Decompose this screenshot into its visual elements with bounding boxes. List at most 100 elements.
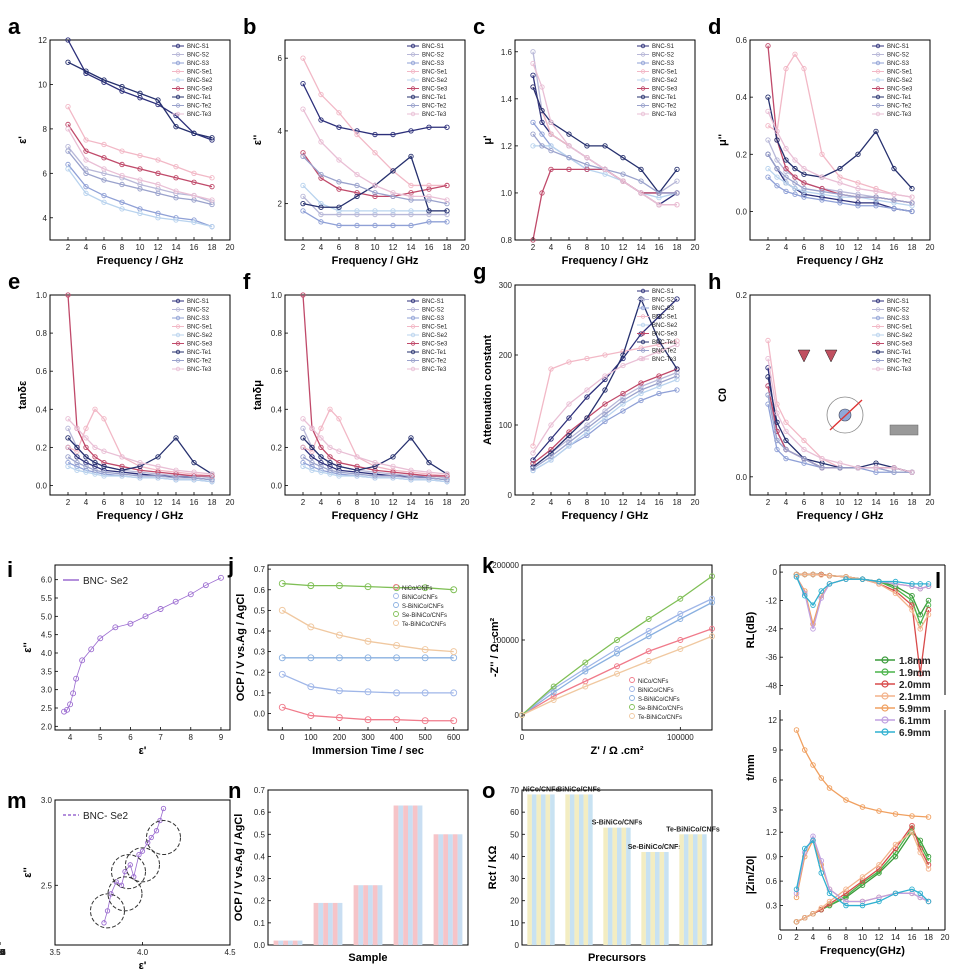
data-point	[390, 454, 396, 460]
bar-1	[328, 902, 333, 945]
y-tick-label: -24	[765, 625, 777, 634]
x-tick-label: 10	[858, 933, 867, 942]
data-point	[173, 175, 179, 181]
data-point	[793, 894, 800, 901]
y-axis-label: μ'	[482, 135, 494, 145]
legend-marker	[875, 43, 881, 49]
legend-entry: 2.1mm	[899, 692, 931, 703]
data-point	[891, 191, 897, 197]
data-point	[909, 200, 915, 206]
data-point	[318, 117, 324, 123]
y-tick-label: 0.7	[254, 565, 266, 574]
data-point	[390, 193, 396, 200]
legend-entry: BNC-Te1	[187, 350, 212, 356]
data-point	[826, 785, 833, 791]
data-point	[826, 572, 833, 579]
data-point	[300, 182, 306, 189]
data-point	[566, 154, 572, 161]
plot-area-i	[54, 564, 231, 731]
data-point	[327, 444, 333, 451]
data-point	[444, 219, 450, 225]
data-point	[550, 693, 557, 700]
legend-marker	[175, 94, 181, 100]
data-point	[65, 166, 71, 172]
legend-marker	[875, 324, 881, 329]
data-point	[426, 469, 432, 475]
data-point	[336, 157, 342, 163]
data-point	[909, 469, 915, 475]
x-axis-label: Immersion Time / sec	[312, 745, 424, 757]
data-point	[390, 463, 396, 470]
data-point	[278, 580, 286, 588]
series-line-0	[795, 729, 929, 818]
x-tick-label: 4	[319, 498, 324, 507]
data-point	[584, 432, 590, 439]
legend-entry: BNC-Se3	[422, 342, 448, 348]
data-point	[393, 641, 401, 649]
data-point	[335, 654, 343, 662]
data-point	[354, 208, 360, 214]
x-tick-label: 10	[136, 498, 145, 507]
x-tick-label: 2	[531, 498, 536, 507]
data-point	[444, 477, 450, 483]
y-tick-label: 200000	[492, 561, 519, 570]
x-tick-label: 10	[371, 243, 380, 252]
data-point	[92, 463, 98, 470]
data-point	[614, 637, 620, 643]
data-point	[530, 119, 536, 126]
x-tick-label: 4.0	[137, 948, 149, 957]
data-point	[426, 186, 432, 192]
data-point	[656, 202, 662, 208]
data-point	[83, 190, 89, 196]
data-point	[155, 473, 161, 479]
data-point	[307, 623, 315, 631]
legend-marker	[175, 315, 181, 321]
y-tick-label: 4.5	[41, 631, 53, 640]
data-point	[173, 164, 179, 170]
data-point	[278, 670, 286, 678]
data-point	[792, 165, 798, 172]
data-point	[101, 192, 107, 199]
semicircle-fit	[125, 847, 160, 883]
legend-marker	[640, 43, 646, 49]
data-point	[74, 425, 80, 431]
y-tick-label: 0.6	[254, 586, 266, 595]
data-point	[137, 166, 143, 172]
data-point	[566, 401, 572, 407]
data-point	[426, 193, 432, 200]
data-point	[300, 80, 306, 87]
data-point	[709, 633, 715, 640]
data-point	[566, 432, 572, 439]
x-tick-label: 0	[778, 933, 783, 942]
bar-2	[607, 827, 613, 945]
data-point	[548, 453, 554, 460]
data-point	[674, 338, 680, 344]
legend-entry: BNC-Se2	[187, 333, 213, 339]
x-tick-label: 60	[0, 948, 5, 957]
data-point	[765, 137, 771, 143]
x-tick-label: 16	[190, 498, 199, 507]
y-tick-label: 60	[510, 808, 519, 817]
series-line-6	[302, 436, 448, 475]
x-axis-label: Frequency / GHz	[332, 255, 419, 267]
x-tick-label: 14	[407, 498, 416, 507]
x-tick-label: 0.5	[0, 948, 6, 957]
data-point	[810, 833, 816, 840]
data-point	[101, 155, 107, 161]
data-point	[309, 448, 315, 454]
data-point	[309, 467, 315, 473]
data-point	[335, 631, 343, 639]
x-tick-label: 18	[208, 498, 217, 507]
series-line-5	[67, 124, 213, 188]
legend-entry: 1.9mm	[899, 668, 931, 679]
data-point	[774, 401, 780, 407]
x-tick-label: 8	[355, 498, 360, 507]
data-point	[74, 448, 80, 454]
data-point	[582, 659, 589, 666]
bar-4	[679, 834, 684, 945]
x-tick-label: 14	[637, 498, 646, 507]
data-point	[765, 165, 771, 172]
data-point	[801, 180, 807, 186]
data-point	[638, 397, 644, 404]
data-point	[390, 208, 396, 214]
